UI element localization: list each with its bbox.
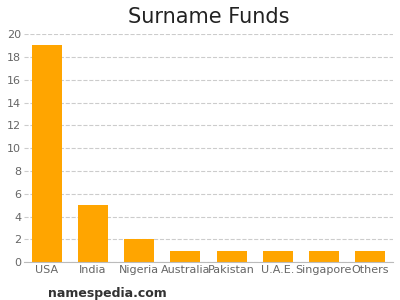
Bar xyxy=(78,205,108,262)
Bar xyxy=(124,239,154,262)
Title: Surname Funds: Surname Funds xyxy=(128,7,289,27)
Bar xyxy=(170,251,200,262)
Bar xyxy=(263,251,293,262)
Bar xyxy=(216,251,246,262)
Bar xyxy=(32,46,62,262)
Bar xyxy=(355,251,385,262)
Bar xyxy=(309,251,339,262)
Text: namespedia.com: namespedia.com xyxy=(48,287,167,300)
